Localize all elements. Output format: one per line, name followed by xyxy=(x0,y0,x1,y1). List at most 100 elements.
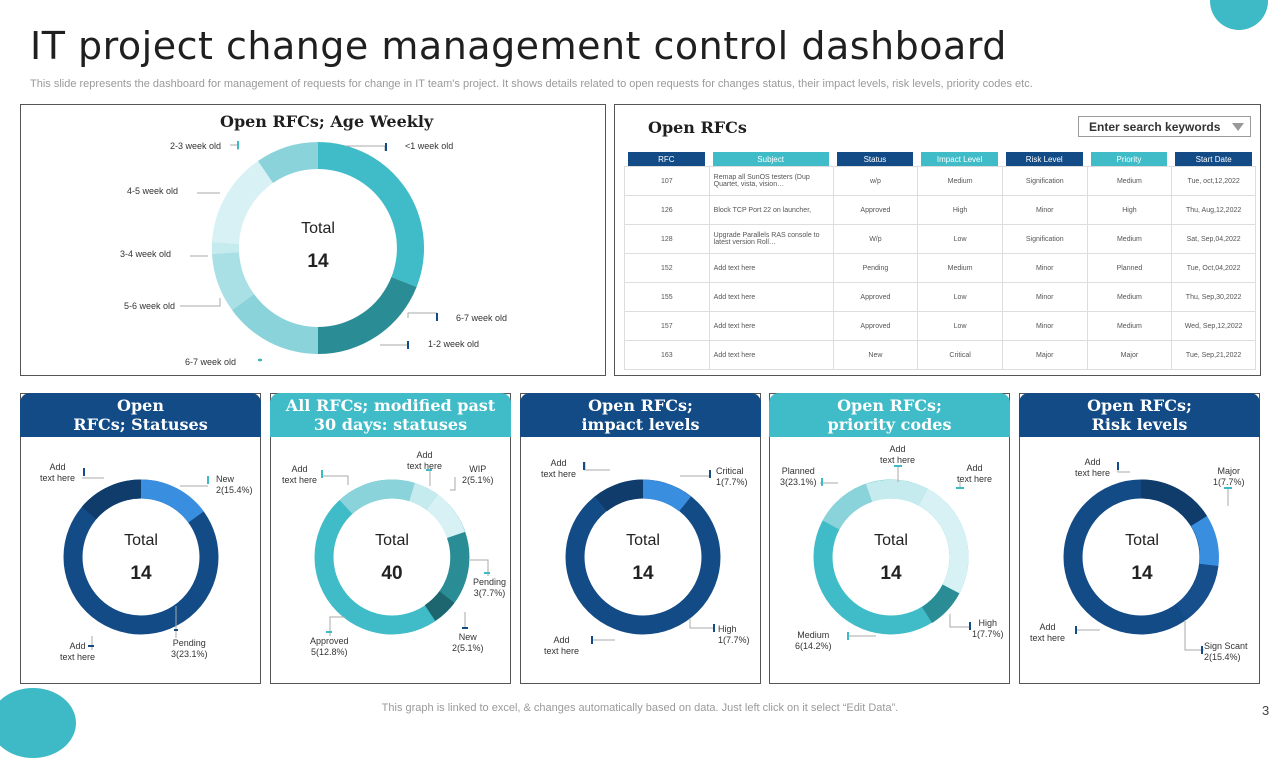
statuses-total-label: Total xyxy=(101,532,181,550)
cell-rfc: 152 xyxy=(624,253,709,282)
risk-slice-major xyxy=(1199,521,1209,565)
cell-priority: Major xyxy=(1087,340,1172,370)
impact-slice-base xyxy=(575,489,711,625)
cell-date: Tue, Oct,04,2022 xyxy=(1171,253,1256,282)
col-status[interactable]: Status xyxy=(833,152,918,166)
cell-subject: Add text here xyxy=(709,340,833,370)
col-priority[interactable]: Priority xyxy=(1087,152,1172,166)
cell-rfc: 107 xyxy=(624,166,709,195)
impact-header-line1: Open RFCs; xyxy=(520,396,761,415)
cell-rfc: 128 xyxy=(624,224,709,253)
cell-status: Pending xyxy=(833,253,918,282)
risk-header-line1: Open RFCs; xyxy=(1019,396,1260,415)
col-start-date[interactable]: Start Date xyxy=(1171,152,1256,166)
impact-donut xyxy=(565,479,721,635)
decor-circle-top xyxy=(1210,0,1268,30)
chevron-down-icon[interactable] xyxy=(1232,123,1244,131)
table-row[interactable]: 152 Add text here Pending Medium Minor P… xyxy=(624,253,1256,282)
risk-total-label: Total xyxy=(1102,532,1182,550)
cell-impact: Medium xyxy=(917,253,1002,282)
risk-slice-addtext xyxy=(1141,489,1199,521)
search-input[interactable]: Enter search keywords xyxy=(1078,116,1251,137)
cell-priority: Planned xyxy=(1087,253,1172,282)
cell-priority: Medium xyxy=(1087,311,1172,340)
table-row[interactable]: 128 Upgrade Parallels RAS console to lat… xyxy=(624,224,1256,253)
decor-circle-bottom xyxy=(0,688,76,758)
age-weekly-donut xyxy=(208,142,428,354)
age-label-1-2: 1-2 week old xyxy=(428,339,479,350)
cell-impact: High xyxy=(917,195,1002,224)
age-label-4-5: 4-5 week old xyxy=(127,186,178,197)
age-slice-6-7b xyxy=(232,294,318,354)
cell-rfc: 155 xyxy=(624,282,709,311)
open-rfcs-title: Open RFCs xyxy=(648,118,747,137)
statuses-total-value: 14 xyxy=(101,563,181,585)
modified-slice-addtext1 xyxy=(346,489,412,507)
priority-total-label: Total xyxy=(851,532,931,550)
priority-header-line1: Open RFCs; xyxy=(769,396,1010,415)
modified-header: All RFCs; modified past 30 days: statuse… xyxy=(270,393,511,437)
table-row[interactable]: 126 Block TCP Port 22 on launcher, Appro… xyxy=(624,195,1256,224)
cell-risk: Minor xyxy=(1002,282,1087,311)
open-rfcs-table: RFC Subject Status Impact Level Risk Lev… xyxy=(624,152,1256,370)
impact-header: Open RFCs; impact levels xyxy=(520,393,761,437)
search-placeholder: Enter search keywords xyxy=(1089,120,1220,134)
table-row[interactable]: 155 Add text here Approved Low Minor Med… xyxy=(624,282,1256,311)
cell-risk: Signification xyxy=(1002,224,1087,253)
cell-status: New xyxy=(833,340,918,370)
modified-slice-pending xyxy=(447,535,460,597)
risk-donut xyxy=(1063,479,1219,635)
modified-slice-wip xyxy=(432,502,456,535)
cell-status: W/p xyxy=(833,224,918,253)
col-subject[interactable]: Subject xyxy=(709,152,833,166)
table-row[interactable]: 163 Add text here New Critical Major Maj… xyxy=(624,340,1256,370)
cell-date: Tue, oct,12,2022 xyxy=(1171,166,1256,195)
table-header-row: RFC Subject Status Impact Level Risk Lev… xyxy=(624,152,1256,166)
modified-header-line1: All RFCs; modified past xyxy=(270,396,511,415)
cell-status: Approved xyxy=(833,282,918,311)
cell-impact: Medium xyxy=(917,166,1002,195)
cell-subject: Add text here xyxy=(709,282,833,311)
col-risk[interactable]: Risk Level xyxy=(1002,152,1087,166)
age-label-5-6: 5-6 week old xyxy=(124,301,175,312)
priority-header-line2: priority codes xyxy=(769,415,1010,434)
impact-header-line2: impact levels xyxy=(520,415,761,434)
cell-rfc: 126 xyxy=(624,195,709,224)
impact-slice-critical xyxy=(643,489,685,504)
col-impact[interactable]: Impact Level xyxy=(917,152,1002,166)
modified-header-line2: 30 days: statuses xyxy=(270,415,511,434)
priority-header: Open RFCs; priority codes xyxy=(769,393,1010,437)
cell-status: Approved xyxy=(833,311,918,340)
modified-total-label: Total xyxy=(352,532,432,550)
col-rfc[interactable]: RFC xyxy=(624,152,709,166)
table-row[interactable]: 107 Remap all SunOS testers (Dup Quartet… xyxy=(624,166,1256,195)
cell-impact: Low xyxy=(917,224,1002,253)
priority-total-value: 14 xyxy=(851,563,931,585)
cell-priority: Medium xyxy=(1087,282,1172,311)
cell-priority: Medium xyxy=(1087,224,1172,253)
modified-donut xyxy=(314,479,470,635)
table-row[interactable]: 157 Add text here Approved Low Minor Med… xyxy=(624,311,1256,340)
modified-slice-new xyxy=(430,597,447,613)
cell-risk: Minor xyxy=(1002,253,1087,282)
footer-note: This graph is linked to excel, & changes… xyxy=(0,702,1280,714)
statuses-header-line1: Open xyxy=(20,396,261,415)
risk-header-line2: Risk levels xyxy=(1019,415,1260,434)
